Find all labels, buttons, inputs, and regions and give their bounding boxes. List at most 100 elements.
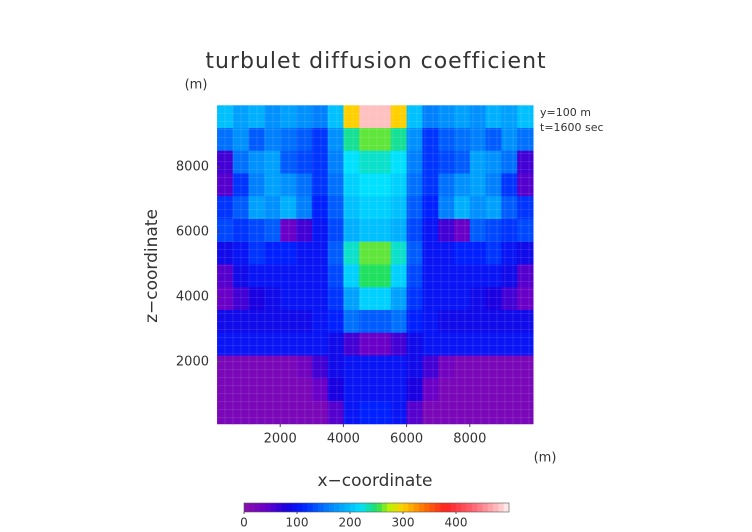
heat-cell [390,332,408,356]
heat-cell [327,310,344,334]
heat-cell [485,241,502,265]
heat-cell [485,287,502,311]
heat-cell [343,105,360,129]
heat-cell [375,310,392,334]
heat-cell [501,219,518,243]
heat-cell [296,150,313,174]
heat-cell [469,332,487,356]
colorbar-swatch [403,503,409,512]
heat-cell [422,128,439,152]
heat-cell [501,332,518,356]
heat-cell [469,219,487,243]
heat-cell [517,401,534,425]
heat-cell [485,196,502,220]
colorbar-swatch [360,503,367,512]
heat-cell [264,105,281,129]
heat-cell [422,332,439,356]
colorbar-swatch [323,503,330,512]
heat-cell [359,241,376,265]
colorbar-tick-label: 400 [445,516,468,530]
heat-cell [359,310,376,334]
colorbar-swatch [434,503,441,512]
colorbar-swatch [249,503,255,512]
heat-cell [327,264,344,288]
heat-cell [232,241,250,265]
heat-cell [501,287,518,311]
colorbar-swatch [445,503,451,512]
heat-cell [232,264,250,288]
heat-cell [438,401,455,425]
heat-cell [359,401,376,425]
colorbar-swatch [365,503,372,512]
heat-cell [422,355,439,379]
heat-cell [343,401,360,425]
heat-cell [217,196,234,220]
heat-cell [343,287,360,311]
annotation: t=1600 sec [540,121,604,134]
heat-cell [469,128,487,152]
heat-cell [501,150,518,174]
y-tick-label: 6000 [176,225,209,240]
colorbar-swatch [254,503,261,512]
x-unit: (m) [534,451,557,466]
heat-cell [248,173,265,197]
heat-cell [422,378,439,402]
heat-cell [438,196,455,220]
heat-cell [485,401,502,425]
heat-cell [501,196,518,220]
heat-cell [406,264,423,288]
colorbar-tick-label: 200 [339,516,362,530]
heat-cell [390,241,408,265]
heat-cell [359,287,376,311]
heat-cell [311,264,329,288]
heat-cell [311,378,329,402]
colorbar-swatch [456,503,462,512]
heat-cell [217,310,234,334]
heat-cell [296,287,313,311]
heat-cell [422,150,439,174]
heat-cell [422,264,439,288]
heat-cell [406,355,423,379]
heat-cell [280,401,297,425]
colorbar-swatch [392,503,398,512]
colorbar-swatch [244,503,250,512]
heat-cell [359,264,376,288]
heat-cell [438,287,455,311]
heat-cell [454,219,471,243]
heat-cell [375,128,392,152]
heat-cell [501,355,518,379]
colorbar-swatch [371,503,377,512]
heat-cell [375,264,392,288]
heat-cell [280,332,297,356]
heat-cell [469,310,487,334]
heat-cell [454,150,471,174]
heat-cell [217,378,234,402]
heat-cell [406,219,423,243]
heat-cell [454,310,471,334]
heat-cell [327,128,344,152]
heat-cell [248,287,265,311]
heat-cell [454,105,471,129]
heat-cell [232,150,250,174]
heat-cell [517,173,534,197]
heat-cell [248,378,265,402]
heat-cell [232,196,250,220]
x-tick-label: 4000 [327,432,360,447]
heat-cell [343,378,360,402]
heat-cell [469,105,487,129]
heat-cell [422,241,439,265]
heat-cell [248,310,265,334]
heat-cell [264,355,281,379]
heat-cell [359,219,376,243]
colorbar-swatch [381,503,388,512]
heat-cell [517,310,534,334]
heat-cell [248,219,265,243]
heat-cell [343,264,360,288]
heat-cell [232,378,250,402]
heat-cell [422,105,439,129]
colorbar-swatch [477,503,483,512]
heat-cell [248,264,265,288]
heat-cell [485,105,502,129]
heat-cell [296,219,313,243]
